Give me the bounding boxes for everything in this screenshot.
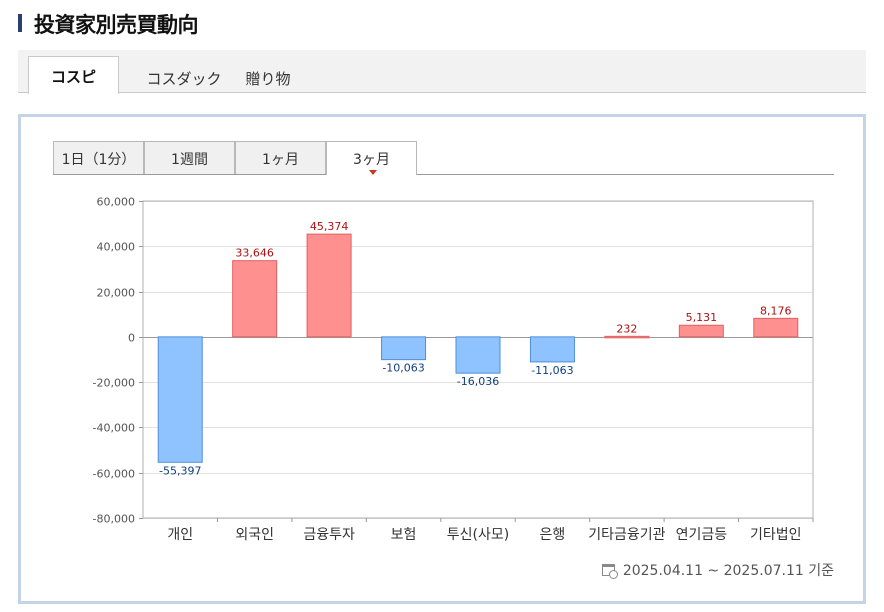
tab-kosdaq[interactable]: コスダック bbox=[146, 70, 222, 88]
page-title: 投資家別売買動向 bbox=[34, 13, 199, 37]
tab-kospi[interactable]: コスピ bbox=[28, 56, 119, 94]
tab-gifts[interactable]: 贈り物 bbox=[245, 70, 291, 88]
period-tab-3month[interactable]: 3ヶ月 bbox=[326, 141, 417, 175]
period-tab-3month-label: 3ヶ月 bbox=[353, 152, 390, 168]
date-range-note: 2025.04.11 ~ 2025.07.11 기준 bbox=[601, 560, 834, 580]
period-tabs: 1日（1分） 1週間 1ヶ月 3ヶ月 bbox=[53, 141, 834, 175]
period-tab-1day[interactable]: 1日（1分） bbox=[53, 141, 144, 174]
period-tab-1week[interactable]: 1週間 bbox=[144, 141, 235, 174]
title-accent-bar bbox=[18, 14, 22, 32]
calendar-icon bbox=[601, 564, 618, 579]
market-tabs: コスピ コスダック 贈り物 bbox=[18, 50, 866, 94]
date-range-text: 2025.04.11 ~ 2025.07.11 기준 bbox=[622, 563, 834, 579]
period-tab-1month[interactable]: 1ヶ月 bbox=[235, 141, 326, 174]
selected-caret-icon bbox=[369, 170, 377, 175]
chart-panel: 1日（1分） 1週間 1ヶ月 3ヶ月 bbox=[18, 114, 866, 604]
